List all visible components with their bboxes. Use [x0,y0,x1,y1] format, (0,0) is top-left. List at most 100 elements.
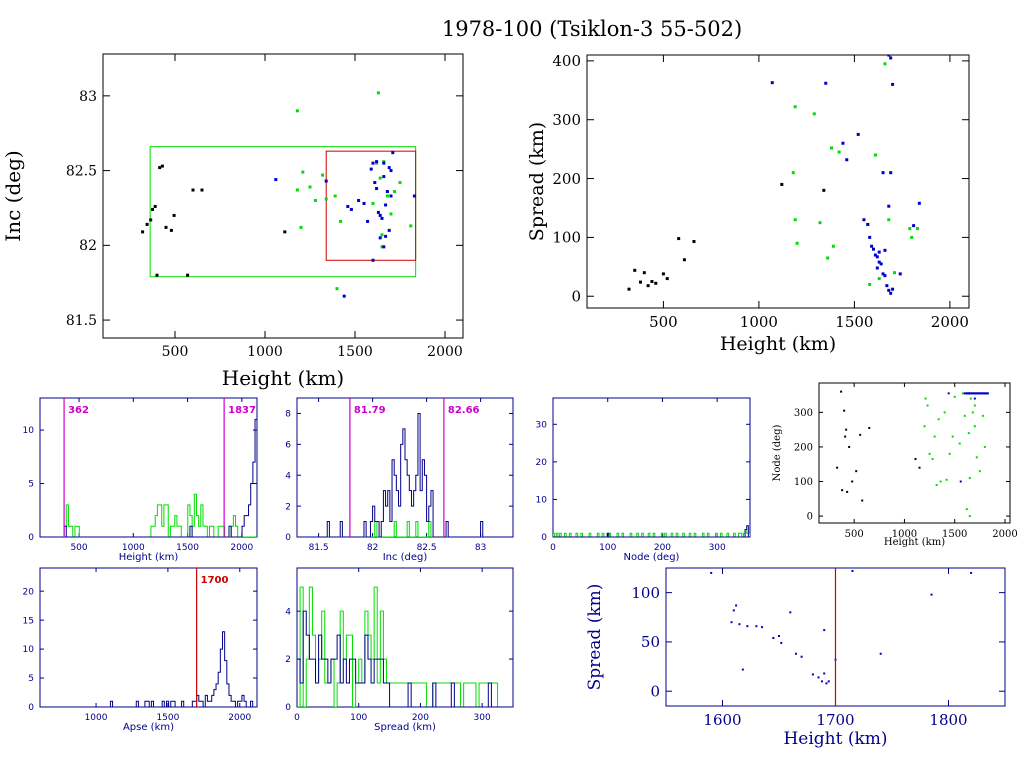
green-point [958,442,961,445]
x-tick-label: 1500 [942,529,967,540]
blue-point [970,571,973,574]
y-tick-label: 200 [552,170,581,188]
green-point [915,227,919,231]
blue-point [389,194,393,198]
green-histogram [63,493,257,537]
blue-point [887,55,891,57]
blue-point [820,680,823,683]
black-point [151,207,154,211]
blue-point [391,151,395,155]
blue-point [898,272,902,276]
green-point [973,404,976,407]
blue-point [380,216,384,220]
black-point [158,166,162,170]
blue-point [979,392,982,395]
green-point [376,91,380,95]
blue-histogram [326,412,484,537]
blue-point [972,392,975,395]
blue-point [965,392,968,395]
blue-point [963,392,966,395]
x-tick-label: 2000 [230,543,253,553]
blue-point [875,255,879,259]
blue-point [375,160,379,164]
blue-point [800,655,803,658]
black-point [845,428,848,431]
blue-point [968,392,971,395]
y-tick-label: 5 [28,674,34,684]
x-tick-label: 200 [654,543,671,553]
blue-point [891,287,895,291]
blue-point [378,236,382,240]
black-point [682,258,686,262]
black-point [169,228,173,232]
green-point [968,477,971,480]
blue-point [889,171,893,175]
x-tick-label: 82 [367,543,378,553]
x-tick-label: 1500 [156,713,179,723]
y-tick-label: 50 [641,633,660,651]
blue-point [975,392,978,395]
x-tick-label: 1000 [892,529,917,540]
green-point [791,171,795,175]
blue-point [824,81,828,85]
blue-point [883,248,887,252]
black-point [665,277,669,281]
blue-point [883,274,887,278]
blue-point [870,244,874,248]
green-point [308,185,312,189]
blue-histogram [297,610,513,707]
y-tick-label: 6 [285,440,291,450]
green-point [963,414,966,417]
y-tick-label: 82.5 [66,163,97,179]
x-tick-label: 500 [845,529,864,540]
y-tick-label: 83 [79,89,97,105]
black-point [149,218,153,222]
plot-frame [296,397,514,538]
x-axis-label: Inc (deg) [383,552,428,563]
blue-point [823,672,826,675]
black-point [841,489,844,492]
y-tick-label: 0 [541,533,547,543]
x-tick-label: 1700 [816,711,854,729]
black-point [186,273,190,277]
y-axis-label: Spread (km) [526,122,548,241]
black-point [859,433,862,436]
green-point [826,256,830,260]
blue-point [856,132,860,136]
black-point [840,390,843,393]
blue-point [732,609,735,612]
green-point [978,470,981,473]
black-point [918,466,921,469]
green-point [793,105,797,109]
green-point [818,221,822,225]
black-point [822,188,826,192]
blue-point [947,392,950,395]
green-point [409,224,413,228]
green-point [937,418,940,421]
blue-point [875,266,879,270]
blue-point [872,247,875,251]
y-tick-label: 4 [285,607,291,617]
black-point [855,470,858,473]
blue-point [984,392,987,395]
x-tick-label: 2000 [427,344,463,360]
x-axis-label: Height (km) [119,552,179,563]
chart-inc_hist: 81.5 82 82.5 83 0 2 4 6 8 Inc (deg) 81.79 82.66 [285,397,514,563]
blue-point [412,194,416,198]
blue-point [735,604,738,607]
x-tick-label: 300 [474,713,491,723]
green-point [939,480,942,483]
blue-point [978,392,981,395]
blue-point [274,178,278,182]
plot-frame [586,54,970,309]
x-tick-label: 81.5 [309,543,329,553]
blue-point [741,668,744,671]
green-point [795,241,799,245]
y-tick-label: 100 [631,584,660,602]
black-point [844,435,847,438]
green-point [967,432,970,435]
y-axis-label: Spread (km) [585,584,605,691]
green-point [829,146,833,150]
blue-point [778,635,780,638]
page-title: 1978-100 (Tsiklon-3 55-502) [442,17,742,41]
